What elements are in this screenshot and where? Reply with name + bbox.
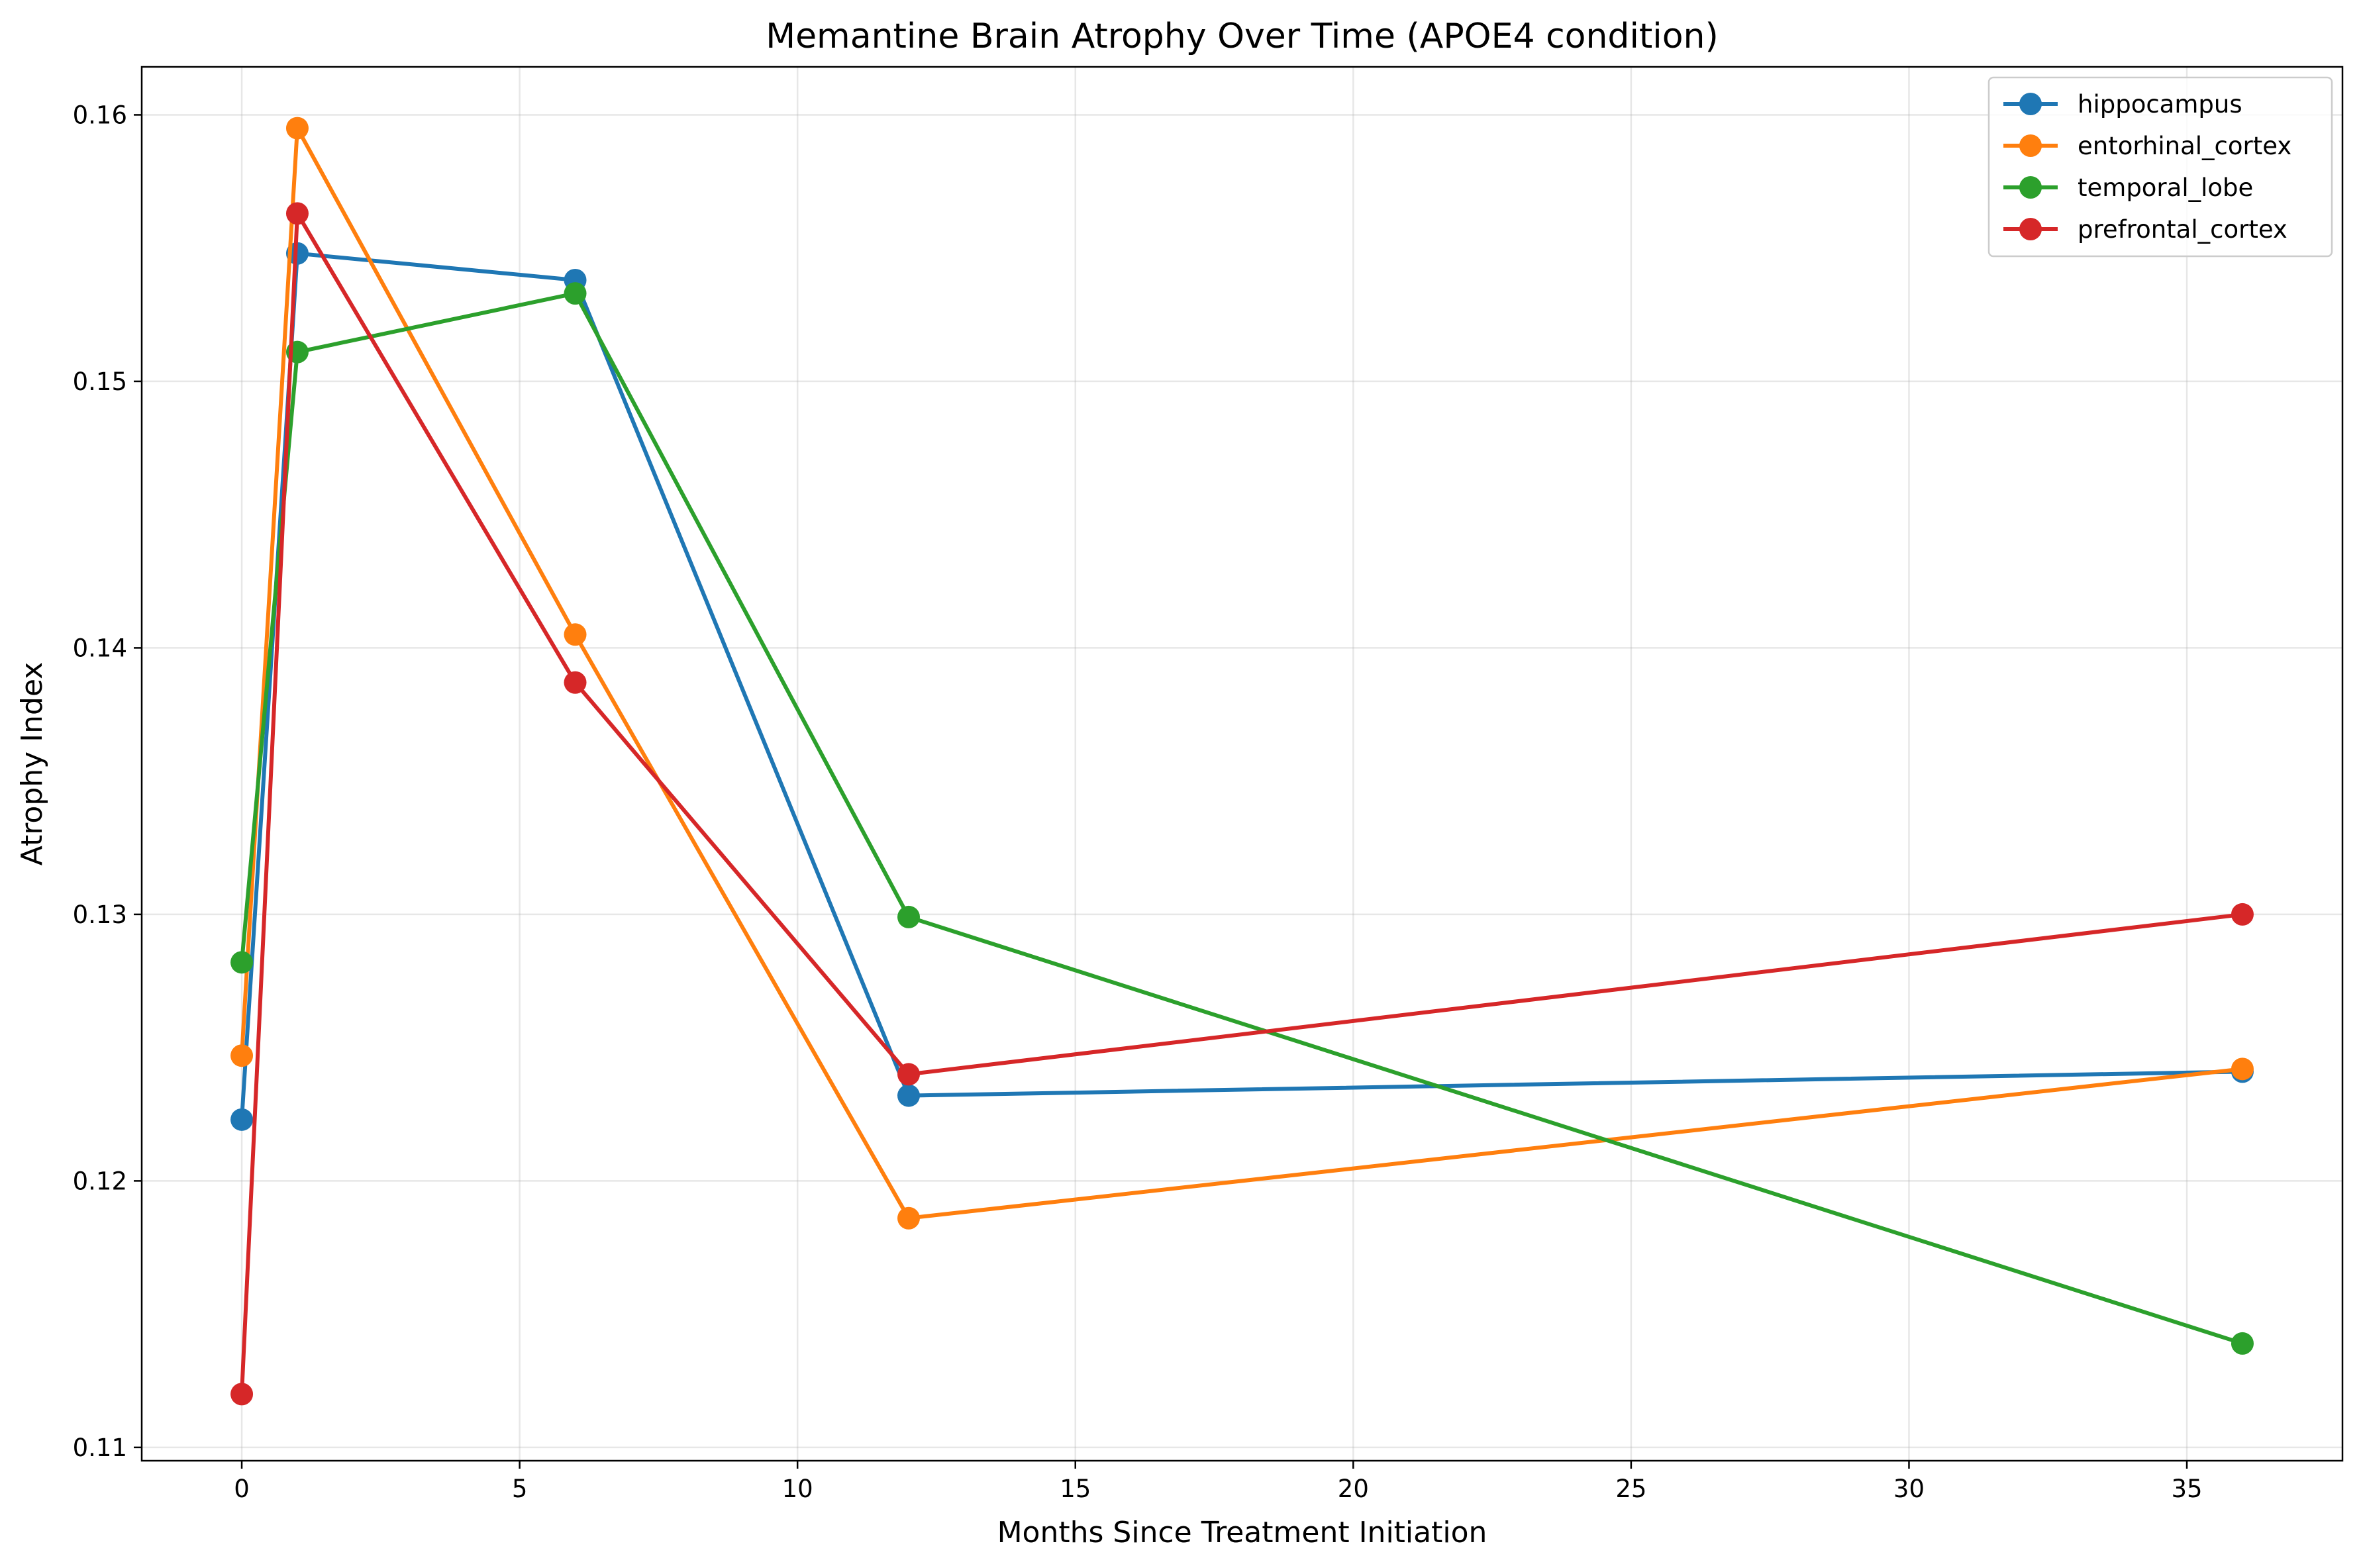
legend-marker bbox=[2019, 176, 2042, 199]
data-point-temporal_lobe bbox=[897, 905, 921, 928]
legend-entry-entorhinal_cortex: entorhinal_cortex bbox=[2003, 132, 2291, 160]
x-tick-label: 0 bbox=[234, 1475, 250, 1503]
y-tick-label: 0.11 bbox=[73, 1434, 127, 1462]
data-point-entorhinal_cortex bbox=[285, 117, 309, 140]
data-point-temporal_lobe bbox=[230, 951, 254, 974]
y-tick-label: 0.14 bbox=[73, 634, 127, 662]
x-tick-label: 20 bbox=[1338, 1475, 1369, 1503]
data-point-temporal_lobe bbox=[2231, 1332, 2254, 1355]
legend-label: temporal_lobe bbox=[2078, 173, 2253, 202]
legend-box bbox=[1987, 76, 2333, 258]
data-point-prefrontal_cortex bbox=[285, 202, 309, 225]
series-prefrontal_cortex bbox=[230, 202, 2254, 1406]
data-point-entorhinal_cortex bbox=[230, 1044, 254, 1067]
legend-label: entorhinal_cortex bbox=[2078, 132, 2291, 160]
y-tick-label: 0.13 bbox=[73, 901, 127, 929]
data-point-prefrontal_cortex bbox=[2231, 903, 2254, 926]
y-tick-label: 0.15 bbox=[73, 368, 127, 396]
data-point-entorhinal_cortex bbox=[897, 1206, 921, 1230]
legend-marker bbox=[2019, 93, 2042, 115]
chart-title: Memantine Brain Atrophy Over Time (APOE4… bbox=[766, 17, 1719, 56]
x-tick-label: 30 bbox=[1893, 1475, 1925, 1503]
x-axis-label: Months Since Treatment Initiation bbox=[997, 1516, 1487, 1549]
x-tick-label: 5 bbox=[512, 1475, 528, 1503]
y-tick-label: 0.12 bbox=[73, 1167, 127, 1195]
y-tick-label: 0.16 bbox=[73, 101, 127, 129]
x-tick-label: 35 bbox=[2171, 1475, 2202, 1503]
data-point-prefrontal_cortex bbox=[564, 671, 587, 694]
data-point-entorhinal_cortex bbox=[2231, 1057, 2254, 1081]
x-tick-label: 25 bbox=[1615, 1475, 1646, 1503]
legend-entry-hippocampus: hippocampus bbox=[2003, 90, 2242, 119]
legend-label: hippocampus bbox=[2078, 90, 2242, 119]
ticks: 0 5 10 15 20 25 30 35 0.11 0.12 0.13 0.14 0.15 0.16 bbox=[73, 101, 2203, 1503]
plot-area-frame bbox=[140, 66, 2344, 1462]
x-tick-label: 10 bbox=[782, 1475, 813, 1503]
legend-label: prefrontal_cortex bbox=[2078, 215, 2288, 244]
x-tick-label: 15 bbox=[1060, 1475, 1091, 1503]
data-point-hippocampus bbox=[230, 1108, 254, 1131]
legend: hippocampus entorhinal_cortex temporal_lob… bbox=[1987, 76, 2333, 258]
data-point-prefrontal_cortex bbox=[230, 1383, 254, 1406]
data-point-temporal_lobe bbox=[564, 282, 587, 305]
legend-entry-temporal_lobe: temporal_lobe bbox=[2003, 173, 2253, 202]
data-point-entorhinal_cortex bbox=[564, 623, 587, 646]
data-point-prefrontal_cortex bbox=[897, 1063, 921, 1086]
y-axis-label: Atrophy Index bbox=[15, 662, 49, 866]
legend-marker bbox=[2019, 134, 2042, 157]
series-layer bbox=[230, 117, 2254, 1406]
series-entorhinal_cortex bbox=[230, 117, 2254, 1230]
data-point-hippocampus bbox=[897, 1084, 921, 1107]
legend-marker bbox=[2019, 218, 2042, 240]
legend-entry-prefrontal_cortex: prefrontal_cortex bbox=[2003, 215, 2288, 244]
